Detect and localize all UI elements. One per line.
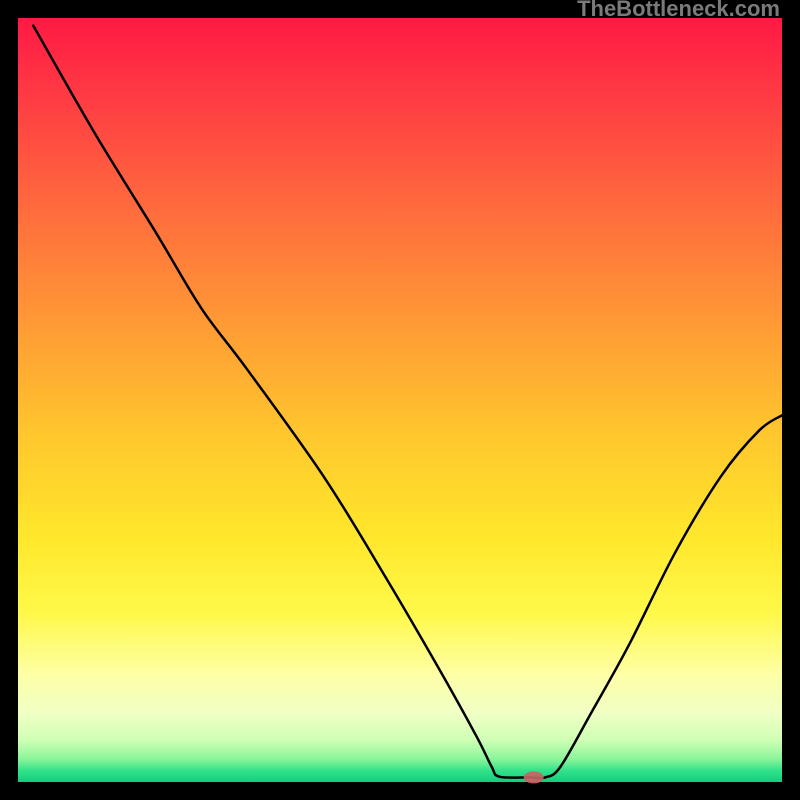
optimal-marker [524,771,544,783]
bottleneck-chart: TheBottleneck.com [0,0,800,800]
chart-svg: TheBottleneck.com [0,0,800,800]
watermark: TheBottleneck.com [577,0,780,21]
plot-background [18,18,782,782]
